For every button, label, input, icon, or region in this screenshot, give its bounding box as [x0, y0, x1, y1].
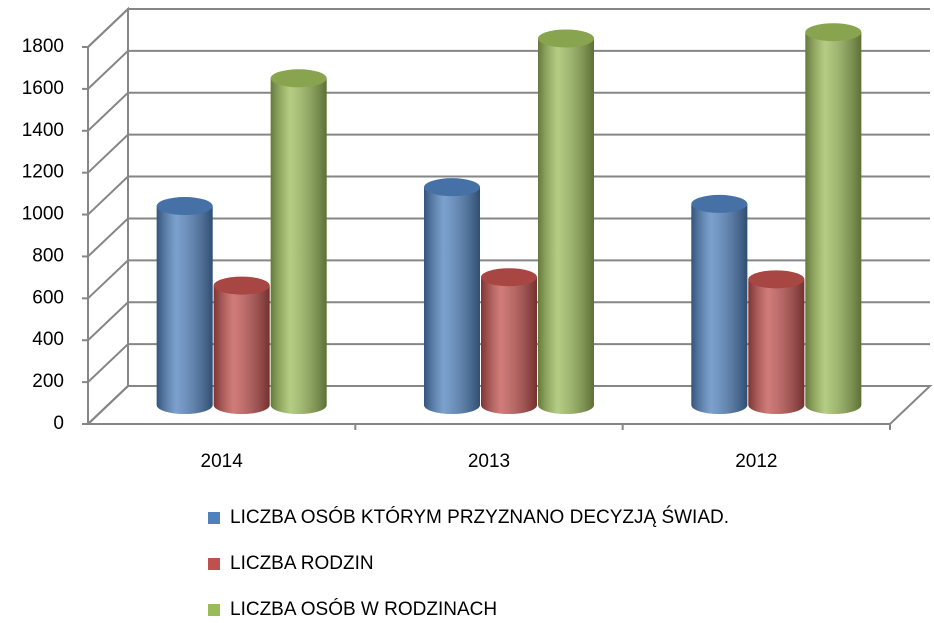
- bar: [538, 29, 594, 414]
- legend-swatch: [208, 512, 220, 524]
- x-tick-label: 2014: [201, 451, 244, 472]
- bar: [691, 194, 748, 414]
- grid-line: [87, 217, 930, 258]
- legend-label: LICZBA OSÓB KTÓRYM PRZYZNANO DECYZJĄ ŚWI…: [230, 506, 729, 528]
- grid-line: [87, 91, 930, 132]
- legend-label: LICZBA OSÓB W RODZINACH: [230, 598, 497, 620]
- bar: [424, 178, 480, 414]
- bar: [481, 268, 537, 414]
- y-tick-label: 600: [32, 287, 64, 308]
- y-tick-label: 0: [53, 413, 64, 434]
- x-tick-label: 2013: [468, 451, 510, 472]
- grid-line: [87, 343, 930, 383]
- grid-line: [87, 8, 930, 48]
- y-tick-label: 800: [32, 245, 64, 266]
- grid-line: [87, 385, 930, 425]
- x-tick-label: 2012: [735, 451, 777, 472]
- bar: [748, 270, 805, 414]
- bar: [213, 276, 270, 414]
- bar: [270, 69, 327, 415]
- legend-swatch: [208, 558, 220, 570]
- y-tick-label: 1600: [22, 78, 64, 99]
- y-tick-label: 400: [32, 329, 64, 350]
- grid-line: [87, 175, 930, 216]
- y-tick-label: 1400: [22, 120, 64, 141]
- y-tick-label: 1800: [22, 36, 64, 57]
- grid-line: [87, 301, 930, 341]
- grid-line: [87, 259, 930, 300]
- grid-line: [87, 49, 930, 90]
- bar: [805, 23, 862, 414]
- y-tick-label: 1200: [22, 162, 64, 183]
- legend-swatch: [208, 604, 220, 616]
- legend-label: LICZBA RODZIN: [230, 553, 374, 574]
- y-tick-label: 200: [32, 371, 64, 392]
- y-tick-label: 1000: [22, 204, 64, 225]
- grid-line: [87, 133, 930, 174]
- bar: [156, 197, 213, 414]
